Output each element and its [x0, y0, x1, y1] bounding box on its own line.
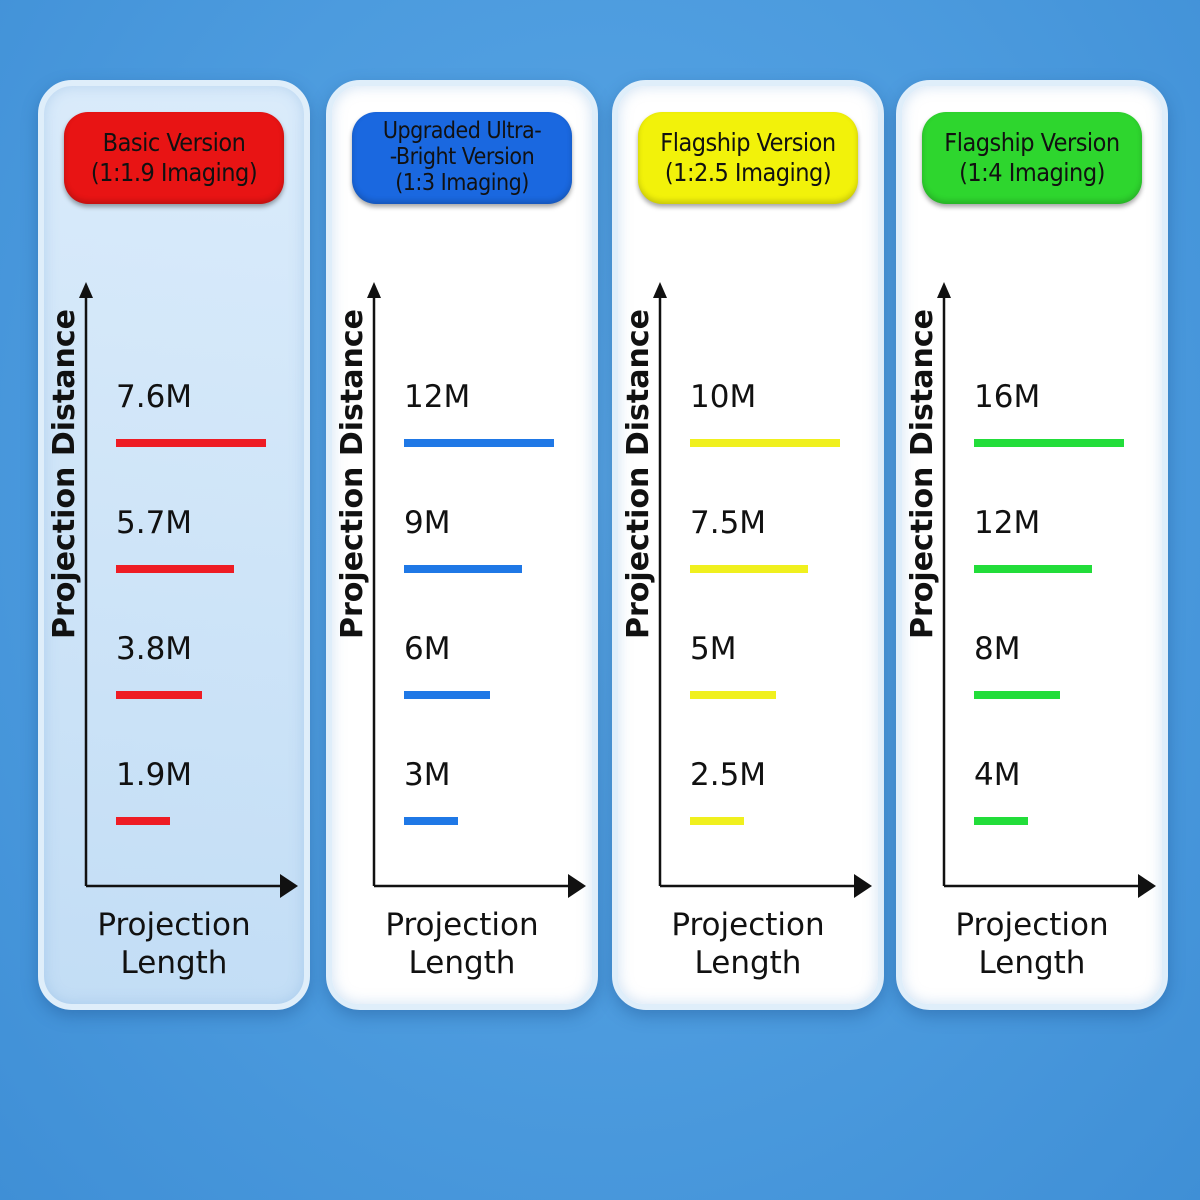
- distance-label: 3M: [404, 757, 450, 793]
- distance-chart: Projection Distance 10M 7.5M 5M 2.5M: [621, 282, 872, 898]
- x-axis-arrow: [280, 874, 298, 898]
- x-axis-arrow: [1138, 874, 1156, 898]
- panel-flagship-2-5: Flagship Version (1:2.5 Imaging) Project…: [612, 80, 884, 1010]
- version-badge: Basic Version (1:1.9 Imaging): [64, 112, 284, 204]
- distance-chart: Projection Distance 12M 9M 6M 3M: [335, 282, 586, 898]
- y-axis-arrow: [937, 282, 951, 298]
- distance-label: 1.9M: [116, 757, 192, 793]
- distance-label: 7.5M: [690, 505, 766, 541]
- panel-upgraded: Upgraded Ultra- -Bright Version (1:3 Ima…: [326, 80, 598, 1010]
- version-badge: Flagship Version (1:2.5 Imaging): [638, 112, 858, 204]
- y-axis-label: Projection Distance: [621, 309, 656, 639]
- y-axis-label: Projection Distance: [335, 309, 370, 639]
- y-axis-label: Projection Distance: [47, 309, 82, 639]
- length-bar: [974, 565, 1092, 573]
- distance-label: 4M: [974, 757, 1020, 793]
- distance-label: 5.7M: [116, 505, 192, 541]
- version-title: Flagship Version (1:2.5 Imaging): [660, 128, 836, 187]
- x-axis-arrow: [854, 874, 872, 898]
- length-bar: [974, 817, 1028, 825]
- distance-label: 8M: [974, 631, 1020, 667]
- distance-label: 10M: [690, 379, 756, 415]
- y-axis-arrow: [79, 282, 93, 298]
- length-bar: [404, 691, 490, 699]
- distance-label: 12M: [974, 505, 1040, 541]
- distance-chart: Projection Distance 7.6M 5.7M 3.8M 1.9M: [47, 282, 298, 898]
- distance-label: 16M: [974, 379, 1040, 415]
- version-title: Flagship Version (1:4 Imaging): [944, 128, 1120, 187]
- distance-label: 7.6M: [116, 379, 192, 415]
- version-badge: Flagship Version (1:4 Imaging): [922, 112, 1142, 204]
- length-bar: [404, 439, 554, 447]
- version-title: Upgraded Ultra- -Bright Version (1:3 Ima…: [382, 118, 542, 196]
- distance-label: 2.5M: [690, 757, 766, 793]
- y-axis-label: Projection Distance: [905, 309, 940, 639]
- version-title: Basic Version (1:1.9 Imaging): [90, 128, 258, 187]
- distance-label: 6M: [404, 631, 450, 667]
- x-axis-label: Projection Length: [671, 907, 825, 981]
- length-bar: [404, 565, 522, 573]
- x-axis-label: Projection Length: [955, 907, 1109, 981]
- length-bar: [116, 565, 234, 573]
- distance-label: 9M: [404, 505, 450, 541]
- length-bar: [690, 565, 808, 573]
- panel-basic: Basic Version (1:1.9 Imaging) Projection…: [38, 80, 310, 1010]
- x-axis-arrow: [568, 874, 586, 898]
- length-bar: [116, 817, 170, 825]
- x-axis-label: Projection Length: [97, 907, 251, 981]
- length-bar: [690, 817, 744, 825]
- length-bar: [116, 439, 266, 447]
- distance-label: 5M: [690, 631, 736, 667]
- panel-flagship-4: Flagship Version (1:4 Imaging) Projectio…: [896, 80, 1168, 1010]
- distance-chart: Projection Distance 16M 12M 8M 4M: [905, 282, 1156, 898]
- length-bar: [404, 817, 458, 825]
- length-bar: [974, 439, 1124, 447]
- distance-label: 3.8M: [116, 631, 192, 667]
- x-axis-label: Projection Length: [385, 907, 539, 981]
- y-axis-arrow: [653, 282, 667, 298]
- length-bar: [974, 691, 1060, 699]
- y-axis-arrow: [367, 282, 381, 298]
- distance-label: 12M: [404, 379, 470, 415]
- length-bar: [690, 439, 840, 447]
- length-bar: [690, 691, 776, 699]
- version-badge: Upgraded Ultra- -Bright Version (1:3 Ima…: [352, 112, 572, 204]
- length-bar: [116, 691, 202, 699]
